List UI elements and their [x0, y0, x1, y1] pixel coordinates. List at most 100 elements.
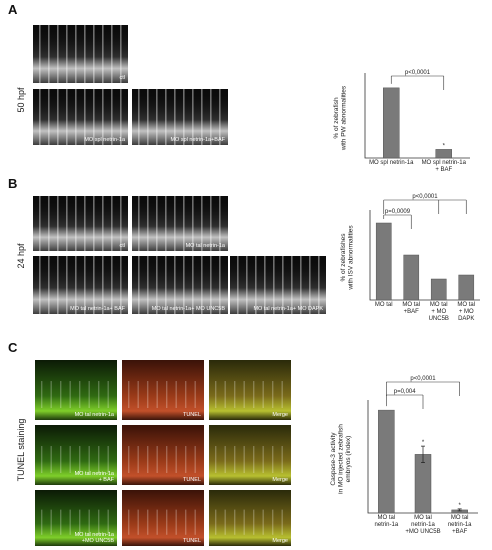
micrograph-vessel	[147, 381, 149, 408]
x-tick-label: MO tal	[375, 302, 393, 308]
micrograph-vessel	[272, 381, 274, 408]
micrograph-vessel	[185, 446, 187, 473]
micrograph-vessel	[147, 509, 149, 535]
micrograph-vessel	[69, 381, 71, 408]
y-axis-label: % of zebrafisheswith ISV abnormalities	[340, 225, 355, 291]
micrograph	[209, 490, 291, 546]
micrograph-band	[230, 256, 326, 314]
significance-bracket	[386, 394, 424, 409]
x-tick-label: MO tal netrin-1a +MO UNC5B	[405, 515, 440, 535]
micrograph-vessel	[253, 446, 255, 473]
bar	[430, 278, 447, 301]
micrograph	[122, 425, 204, 485]
micrograph-vessel	[88, 446, 90, 473]
micrograph-vessel	[253, 509, 255, 535]
micrograph-vessel	[128, 446, 130, 473]
image-label: Merge	[272, 538, 288, 544]
micrograph-vessel	[156, 509, 158, 535]
micrograph-vessel	[194, 509, 196, 535]
micrograph-vessel	[243, 509, 245, 535]
micrograph-vessel	[79, 446, 81, 473]
bar	[375, 222, 392, 301]
micrograph-vessel	[79, 381, 81, 408]
error-bar	[457, 508, 462, 512]
p-value: p<0,0001	[405, 70, 431, 76]
image-label: MO tal netrin-1a+ MO UNC5B	[152, 306, 226, 312]
micrograph-vessel	[281, 509, 283, 535]
error-bar	[421, 445, 425, 463]
bar	[458, 274, 475, 301]
bar	[403, 254, 420, 301]
micrograph-vessel	[194, 381, 196, 408]
p-value: p<0,0001	[412, 194, 438, 200]
micrograph-band	[33, 89, 128, 145]
micrograph-vessel	[69, 509, 71, 535]
image-label: MO tal netrin-1a	[75, 412, 115, 418]
significance-marker: *	[458, 503, 461, 509]
micrograph	[35, 490, 117, 546]
micrograph-vessel	[262, 381, 264, 408]
panel-letter: C	[8, 340, 18, 355]
image-label: TUNEL	[183, 477, 201, 483]
micrograph-vessel	[272, 446, 274, 473]
micrograph	[122, 360, 204, 420]
micrograph-vessel	[69, 446, 71, 473]
micrograph-vessel	[215, 509, 217, 535]
micrograph-vessel	[98, 509, 100, 535]
micrograph-vessel	[41, 381, 43, 408]
micrograph	[209, 360, 291, 420]
micrograph-vessel	[137, 381, 139, 408]
bar	[378, 409, 395, 514]
micrograph-vessel	[137, 509, 139, 535]
bar	[435, 149, 452, 159]
micrograph-vessel	[50, 381, 52, 408]
stage-label: 50 hpf	[16, 87, 26, 113]
image-label: MO tal netrin-1a	[186, 243, 226, 249]
x-tick-label: MO tal + MO DAPK	[457, 302, 475, 322]
bar	[383, 87, 400, 159]
image-label: MO spl netrin-1a	[84, 137, 126, 143]
x-tick-label: MO tal +BAF	[402, 302, 420, 315]
micrograph-vessel	[253, 381, 255, 408]
micrograph-vessel	[50, 509, 52, 535]
micrograph-band	[132, 89, 228, 145]
micrograph-vessel	[60, 446, 62, 473]
image-label: MO tal netrin-1a+ BAF	[75, 471, 115, 483]
micrograph-vessel	[147, 446, 149, 473]
significance-bracket	[386, 381, 460, 396]
panel-letter: A	[8, 2, 18, 17]
significance-bracket	[383, 214, 412, 229]
micrograph-vessel	[98, 381, 100, 408]
micrograph-vessel	[107, 509, 109, 535]
micrograph-vessel	[262, 446, 264, 473]
micrograph-vessel	[234, 509, 236, 535]
micrograph-vessel	[60, 381, 62, 408]
x-tick-label: MO tal netrin-1a	[374, 515, 398, 528]
micrograph-vessel	[185, 381, 187, 408]
image-label: Merge	[272, 412, 288, 418]
micrograph-vessel	[41, 446, 43, 473]
micrograph-vessel	[194, 446, 196, 473]
micrograph-vessel	[281, 446, 283, 473]
image-label: MO tal netrin-1a+ MO DAPK	[253, 306, 323, 312]
micrograph-vessel	[128, 381, 130, 408]
micrograph-vessel	[215, 381, 217, 408]
x-tick-label: MO tal netrin-1a +BAF	[448, 515, 472, 535]
micrograph-vessel	[166, 446, 168, 473]
micrograph-band	[33, 25, 128, 83]
micrograph-vessel	[88, 509, 90, 535]
micrograph-vessel	[79, 509, 81, 535]
micrograph	[209, 425, 291, 485]
micrograph-vessel	[60, 509, 62, 535]
image-label: Merge	[272, 477, 288, 483]
p-value: p=0,004	[394, 389, 417, 395]
x-tick-label: MO spl netrin-1a + BAF	[422, 160, 467, 173]
micrograph-vessel	[41, 509, 43, 535]
image-label: MO tal netrin-1a+ BAF	[70, 306, 126, 312]
micrograph-vessel	[234, 381, 236, 408]
image-label: ctl	[120, 243, 126, 249]
micrograph-band	[33, 256, 128, 314]
micrograph-vessel	[98, 446, 100, 473]
image-label: MO spl netrin-1a+BAF	[170, 137, 225, 143]
significance-marker: *	[422, 440, 425, 446]
